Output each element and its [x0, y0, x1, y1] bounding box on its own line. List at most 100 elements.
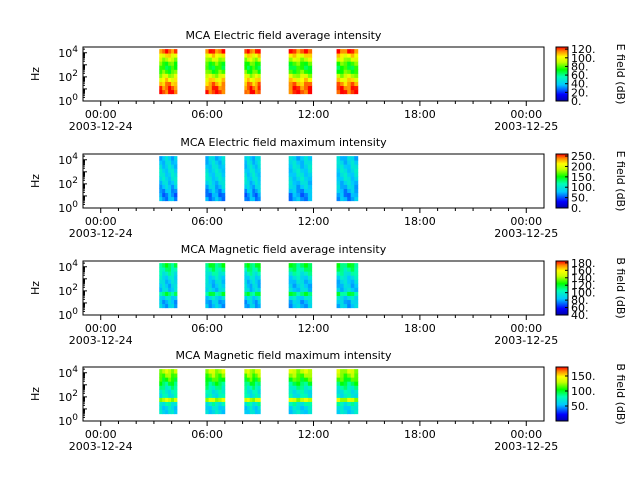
spectrogram-cell: [254, 299, 259, 305]
spectrogram-cell: [247, 77, 251, 82]
spectrogram-cell: [174, 156, 178, 161]
spectrogram-cell: [218, 73, 222, 78]
spectrogram-cell: [249, 385, 253, 390]
spectrogram-cell: [221, 89, 226, 95]
spectrogram-cell: [254, 385, 259, 390]
spectrogram-cell: [244, 69, 248, 74]
spectrogram-cell: [162, 295, 166, 301]
spectrogram-cell: [307, 283, 313, 288]
spectrogram-cell: [354, 389, 359, 394]
spectrogram-cell: [347, 389, 352, 394]
spectrogram-cell: [254, 53, 259, 58]
spectrogram-cell: [162, 69, 166, 74]
spectrogram-cell: [347, 61, 352, 66]
spectrogram-cell: [336, 156, 341, 161]
spectrogram-cell: [257, 299, 261, 305]
x-tick-label: 00:00: [510, 428, 542, 441]
spectrogram-cell: [354, 160, 359, 165]
y-axis-label: Hz: [29, 174, 42, 188]
spectrogram-cell: [292, 279, 297, 284]
spectrogram-cell: [300, 271, 305, 276]
spectrogram-cell: [211, 299, 216, 305]
spectrogram-cell: [307, 57, 313, 62]
spectrogram-cell: [254, 263, 259, 268]
spectrogram-cell: [171, 303, 175, 309]
spectrogram-cell: [244, 401, 248, 407]
spectrogram-cell: [244, 65, 248, 70]
spectrogram-cell: [247, 381, 251, 386]
spectrogram-cell: [215, 373, 219, 378]
spectrogram-cell: [347, 85, 352, 91]
spectrogram-cell: [174, 57, 178, 62]
spectrogram-cell: [340, 156, 345, 161]
spectrogram-cell: [252, 184, 256, 189]
spectrogram-cell: [168, 81, 172, 87]
spectrogram-cell: [159, 196, 163, 202]
spectrogram-cell: [336, 405, 341, 411]
spectrogram-cell: [300, 85, 305, 91]
spectrogram-cell: [162, 184, 166, 189]
x-tick-label: 00:00: [510, 108, 542, 121]
spectrogram-cell: [336, 61, 341, 66]
spectrogram-cell: [288, 160, 293, 165]
spectrogram-cell: [350, 57, 355, 62]
spectrogram-cell: [257, 192, 261, 198]
spectrogram-cell: [165, 401, 169, 407]
spectrogram-cell: [165, 180, 169, 185]
spectrogram-cell: [296, 397, 301, 402]
spectrogram-cell: [162, 164, 166, 169]
spectrogram-cell: [343, 267, 348, 272]
spectrogram-cell: [162, 369, 166, 374]
spectrogram-cell: [159, 373, 163, 378]
spectrogram-cell: [162, 279, 166, 284]
spectrogram-cell: [343, 192, 348, 198]
spectrogram-cell: [211, 172, 216, 177]
spectrogram-cell: [211, 156, 216, 161]
spectrogram-cell: [343, 172, 348, 177]
spectrogram-cell: [215, 188, 219, 194]
spectrogram-cell: [288, 401, 293, 407]
spectrogram-cell: [304, 287, 309, 292]
spectrogram-cell: [208, 409, 213, 415]
spectrogram-cell: [174, 49, 178, 54]
spectrogram-cell: [218, 77, 222, 82]
spectrogram-cell: [257, 385, 261, 390]
spectrogram-cell: [288, 89, 293, 95]
spectrogram-cell: [336, 263, 341, 268]
spectrogram-cell: [292, 180, 297, 185]
spectrogram-cell: [257, 389, 261, 394]
spectrogram-cell: [300, 69, 305, 74]
spectrogram-cell: [307, 393, 313, 398]
colorbar-tick-label: 250.: [571, 150, 596, 163]
spectrogram-cell: [300, 291, 305, 296]
spectrogram-cell: [343, 393, 348, 398]
spectrogram-cell: [174, 303, 178, 309]
spectrogram-cell: [174, 73, 178, 78]
spectrogram-cell: [244, 373, 248, 378]
spectrogram-cell: [247, 389, 251, 394]
spectrogram-cell: [205, 405, 209, 411]
spectrogram-cell: [174, 192, 178, 198]
spectrogram-cell: [347, 377, 352, 382]
spectrogram-cell: [350, 160, 355, 165]
colorbar-tick-label: 100.: [571, 181, 596, 194]
spectrogram-cell: [159, 69, 163, 74]
spectrogram-cell: [288, 184, 293, 189]
spectrogram-cell: [288, 283, 293, 288]
spectrogram-cell: [300, 303, 305, 309]
spectrogram-cell: [247, 267, 251, 272]
spectrogram-cell: [350, 405, 355, 411]
spectrogram-cell: [254, 287, 259, 292]
spectrogram-cell: [347, 393, 352, 398]
spectrogram-cell: [252, 295, 256, 301]
spectrogram-cell: [165, 393, 169, 398]
spectrogram-cell: [211, 192, 216, 198]
spectrogram-cell: [340, 49, 345, 54]
axes-frame: [82, 153, 545, 209]
spectrogram-cell: [221, 49, 226, 54]
spectrogram-cell: [208, 405, 213, 411]
spectrogram-cell: [340, 393, 345, 398]
spectrogram-cell: [304, 57, 309, 62]
spectrogram-cell: [254, 401, 259, 407]
spectrogram-cell: [159, 73, 163, 78]
